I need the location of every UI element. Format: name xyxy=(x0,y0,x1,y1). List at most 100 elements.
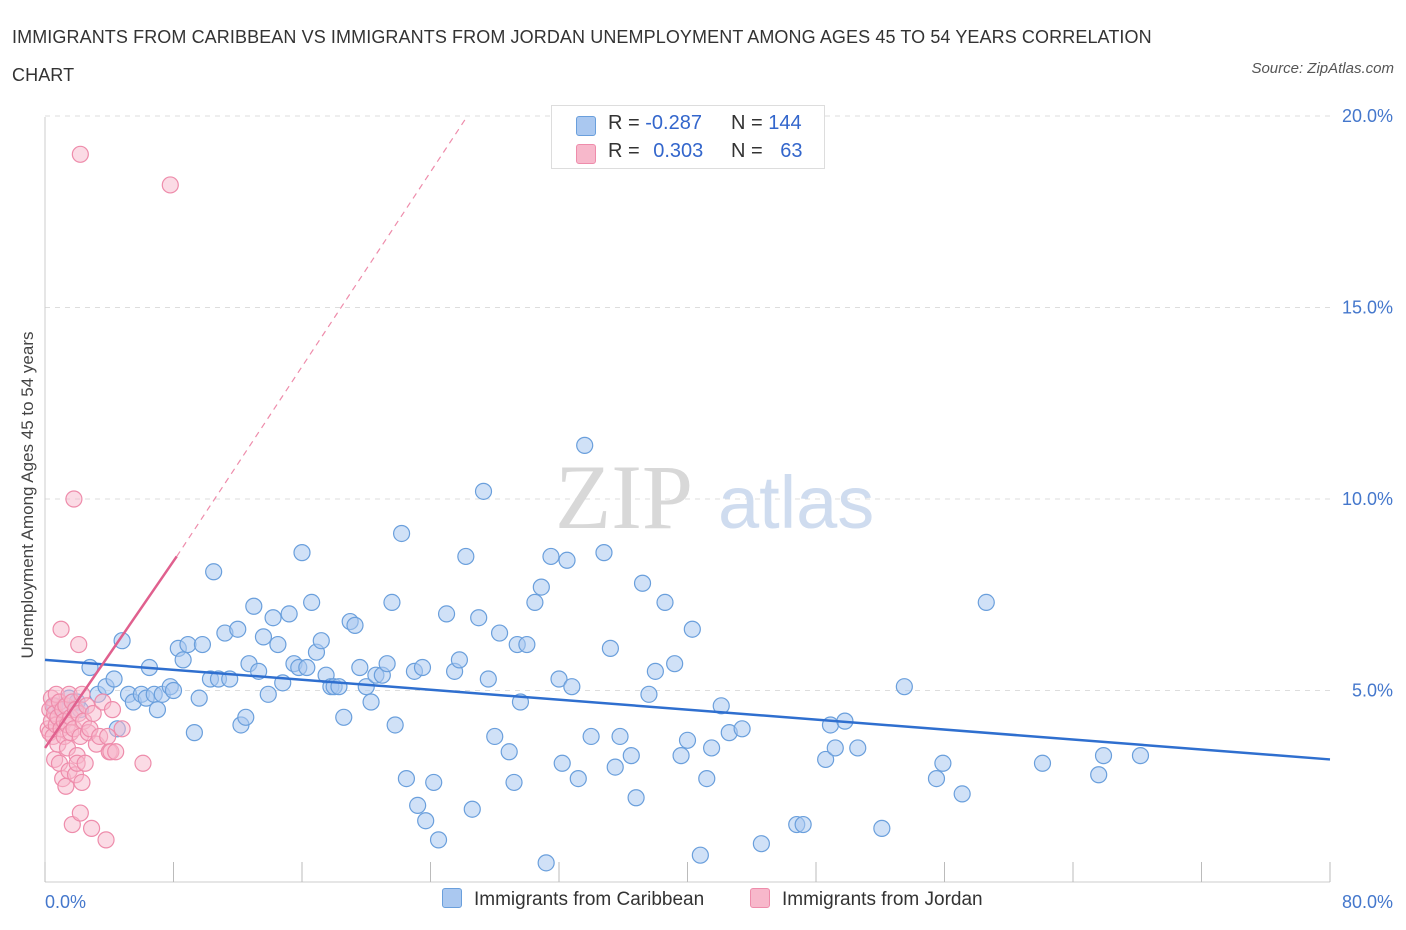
caribbean-point xyxy=(190,689,208,707)
caribbean-point xyxy=(386,716,404,734)
caribbean-point xyxy=(335,708,353,726)
caribbean-point xyxy=(383,593,401,612)
caribbean-point xyxy=(666,655,684,673)
caribbean-point xyxy=(413,658,432,677)
caribbean-point xyxy=(582,727,600,746)
caribbean-point xyxy=(417,812,435,830)
caribbean-point xyxy=(298,658,316,677)
jordan-point xyxy=(99,727,117,746)
caribbean-point xyxy=(474,482,493,500)
legend-label-caribbean: Immigrants from Caribbean xyxy=(474,889,705,910)
caribbean-point xyxy=(113,632,131,650)
caribbean-point xyxy=(873,819,891,837)
caribbean-point xyxy=(486,727,504,746)
caribbean-point xyxy=(351,658,369,677)
caribbean-point xyxy=(148,701,167,719)
caribbean-point xyxy=(542,547,560,566)
caribbean-point xyxy=(526,593,544,612)
caribbean-point xyxy=(346,616,364,634)
caribbean-point xyxy=(537,854,555,872)
jordan-point xyxy=(97,831,115,849)
caribbean-point xyxy=(646,662,664,680)
caribbean-point xyxy=(457,547,475,566)
caribbean-point xyxy=(678,731,697,749)
caribbean-point xyxy=(185,724,203,742)
jordan-point xyxy=(71,145,89,163)
caribbean-point xyxy=(254,628,273,646)
grid-lines xyxy=(45,115,1330,691)
y-tick-label-20: 20.0% xyxy=(1342,106,1393,126)
caribbean-point xyxy=(698,769,716,788)
caribbean-point xyxy=(259,685,277,703)
caribbean-point xyxy=(425,773,443,792)
legend-label-jordan: Immigrants from Jordan xyxy=(782,889,983,910)
caribbean-swatch xyxy=(576,116,596,136)
caribbean-point xyxy=(392,524,411,543)
caribbean-point xyxy=(264,609,282,627)
caribbean-point xyxy=(518,635,536,654)
caribbean-point xyxy=(205,563,223,581)
caribbean-point xyxy=(733,720,751,738)
r-label: R = xyxy=(608,112,640,134)
jordan-point xyxy=(134,754,152,772)
y-tick-label-15: 15.0% xyxy=(1342,298,1393,318)
caribbean-point xyxy=(702,739,721,757)
caribbean-point xyxy=(849,739,867,757)
r-value-caribbean: -0.287 xyxy=(645,112,702,134)
caribbean-point xyxy=(378,655,396,673)
caribbean-point xyxy=(280,605,298,623)
caribbean-point xyxy=(463,800,481,818)
caribbean-point xyxy=(362,693,380,711)
caribbean-point xyxy=(105,670,123,688)
x-tick-label-max: 80.0% xyxy=(1342,892,1393,912)
caribbean-point xyxy=(672,747,690,765)
caribbean-point xyxy=(569,769,587,788)
legend-item-jordan[interactable]: Immigrants from Jordan xyxy=(750,888,983,911)
caribbean-point xyxy=(683,620,701,638)
caribbean-point xyxy=(237,708,255,726)
trend-lines xyxy=(43,555,1331,761)
n-label: N = xyxy=(731,140,763,162)
caribbean-point xyxy=(293,544,311,562)
caribbean-point xyxy=(1033,754,1052,772)
n-label: N = xyxy=(731,112,763,134)
axes xyxy=(44,117,1331,883)
caribbean-point xyxy=(576,436,594,454)
caribbean-point xyxy=(500,743,518,761)
stats-legend: R = -0.287 N = 144 R = 0.303 N = 63 xyxy=(551,105,825,169)
caribbean-point xyxy=(193,635,212,654)
caribbean-point xyxy=(611,727,629,746)
legend-item-caribbean[interactable]: Immigrants from Caribbean xyxy=(442,888,704,911)
caribbean-point xyxy=(633,574,652,592)
caribbean-point xyxy=(895,678,913,696)
caribbean-point xyxy=(601,639,620,657)
caribbean-point xyxy=(479,670,497,688)
caribbean-point xyxy=(622,747,640,765)
caribbean-point xyxy=(953,785,971,803)
caribbean-point xyxy=(397,769,416,788)
caribbean-point xyxy=(553,754,571,772)
caribbean-point xyxy=(437,605,456,623)
y-axis-label: Unemployment Among Ages 45 to 54 years xyxy=(18,332,37,659)
jordan-swatch xyxy=(576,144,596,164)
jordan-point xyxy=(76,754,94,772)
jordan-point xyxy=(103,701,122,719)
jordan-point xyxy=(71,804,89,822)
caribbean-points xyxy=(46,436,1150,872)
caribbean-point xyxy=(1094,747,1113,765)
jordan-point xyxy=(113,720,131,738)
caribbean-point xyxy=(712,697,730,715)
caribbean-point xyxy=(532,578,550,596)
caribbean-point xyxy=(450,651,469,669)
caribbean-point xyxy=(691,846,709,864)
jordan-trend-extension xyxy=(176,115,468,557)
watermark-zip: ZIP xyxy=(555,446,693,548)
caribbean-point xyxy=(429,831,448,849)
y-tick-label-5: 5.0% xyxy=(1352,681,1393,701)
y-tick-label-10: 10.0% xyxy=(1342,489,1393,509)
caribbean-point xyxy=(817,750,835,769)
caribbean-point xyxy=(269,635,287,654)
caribbean-point xyxy=(179,635,197,654)
x-tick-label-min: 0.0% xyxy=(45,892,86,912)
